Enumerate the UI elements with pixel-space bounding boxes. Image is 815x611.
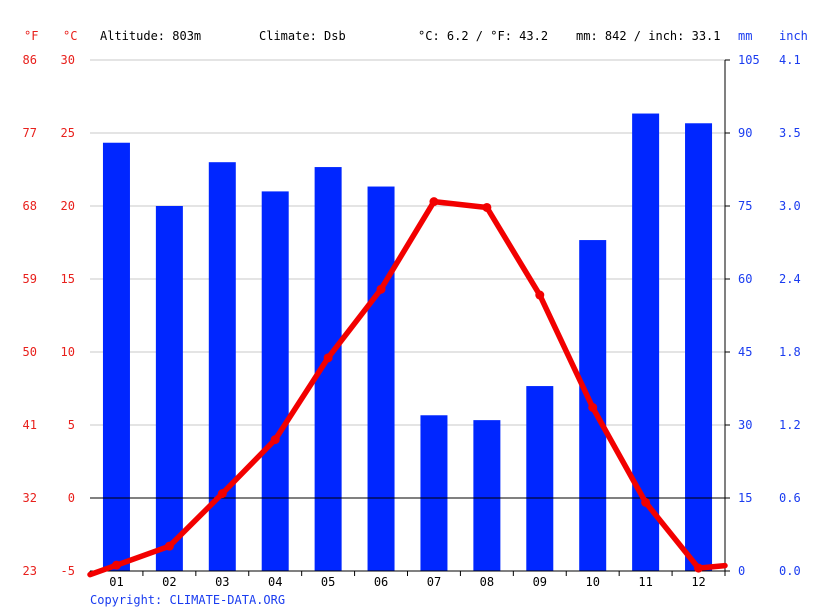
mm-tick-label: 60 (738, 272, 752, 286)
precip-bar (155, 206, 183, 571)
mm-tick-label: 75 (738, 199, 752, 213)
gridlines (90, 59, 725, 426)
precip-bar (102, 142, 130, 571)
temperature-point (588, 402, 598, 412)
mm-tick-label: 30 (738, 418, 752, 432)
precip-bar (208, 162, 236, 571)
inch-tick-label: 1.8 (779, 345, 801, 359)
celsius-tick-label: 0 (68, 491, 75, 505)
temperature-point (429, 197, 439, 207)
precip-bar (685, 123, 713, 572)
month-tick-label: 08 (480, 575, 494, 589)
month-tick-label: 10 (585, 575, 599, 589)
month-tick-label: 03 (215, 575, 229, 589)
precipitation-bars (102, 113, 713, 572)
precip-bar (632, 113, 660, 572)
fahrenheit-tick-label: 32 (23, 491, 37, 505)
temperature-point (641, 497, 651, 507)
axes (89, 59, 730, 576)
month-tick-label: 06 (374, 575, 388, 589)
mm-tick-label: 15 (738, 491, 752, 505)
inch-tick-label: 0.0 (779, 564, 801, 578)
inch-tick-label: 4.1 (779, 53, 801, 67)
mm-tick-label: 45 (738, 345, 752, 359)
celsius-tick-label: 20 (61, 199, 75, 213)
precip-total-label: mm: 842 / inch: 33.1 (576, 29, 721, 43)
fahrenheit-tick-label: 86 (23, 53, 37, 67)
month-tick-label: 04 (268, 575, 282, 589)
temperature-point (323, 353, 333, 363)
fahrenheit-tick-label: 77 (23, 126, 37, 140)
mm-tick-label: 105 (738, 53, 760, 67)
inch-tick-label: 2.4 (779, 272, 801, 286)
precip-bar (473, 420, 501, 571)
temperature-series-line (87, 198, 728, 578)
temperature-point (217, 489, 227, 499)
precip-bar (261, 191, 289, 571)
month-tick-label: 02 (162, 575, 176, 589)
celsius-tick-label: 5 (68, 418, 75, 432)
temperature-point (111, 560, 121, 570)
month-tick-label: 11 (638, 575, 652, 589)
inch-tick-label: 1.2 (779, 418, 801, 432)
fahrenheit-tick-label: 59 (23, 272, 37, 286)
temperature-point (535, 290, 545, 300)
celsius-tick-label: 30 (61, 53, 75, 67)
temperature-line (87, 197, 728, 578)
temperature-point (164, 541, 174, 551)
fahrenheit-unit-label: °F (24, 29, 38, 43)
altitude-label: Altitude: 803m (100, 29, 201, 43)
copyright-text: Copyright: CLIMATE-DATA.ORG (90, 593, 285, 607)
precip-bar (367, 186, 395, 572)
fahrenheit-tick-label: 23 (23, 564, 37, 578)
celsius-tick-label: -5 (61, 564, 75, 578)
month-tick-label: 01 (109, 575, 123, 589)
celsius-unit-label: °C (63, 29, 77, 43)
climate-label: Climate: Dsb (259, 29, 346, 43)
precip-bar (420, 415, 448, 571)
celsius-tick-label: 25 (61, 126, 75, 140)
mm-tick-label: 0 (738, 564, 745, 578)
month-tick-label: 07 (427, 575, 441, 589)
mm-tick-label: 90 (738, 126, 752, 140)
inch-tick-label: 3.5 (779, 126, 801, 140)
fahrenheit-tick-label: 41 (23, 418, 37, 432)
month-tick-label: 09 (533, 575, 547, 589)
temperature-point (482, 202, 492, 212)
fahrenheit-tick-label: 50 (23, 345, 37, 359)
celsius-tick-label: 10 (61, 345, 75, 359)
temperature-point (270, 435, 280, 445)
inch-tick-label: 0.6 (779, 491, 801, 505)
month-tick-label: 05 (321, 575, 335, 589)
avg-temp-label: °C: 6.2 / °F: 43.2 (418, 29, 548, 43)
inch-tick-label: 3.0 (779, 199, 801, 213)
month-tick-label: 12 (691, 575, 705, 589)
fahrenheit-tick-label: 68 (23, 199, 37, 213)
mm-unit-label: mm (738, 29, 752, 43)
inch-unit-label: inch (779, 29, 808, 43)
precip-bar (526, 386, 554, 571)
celsius-tick-label: 15 (61, 272, 75, 286)
temperature-point (376, 284, 386, 294)
temperature-point (694, 563, 704, 573)
